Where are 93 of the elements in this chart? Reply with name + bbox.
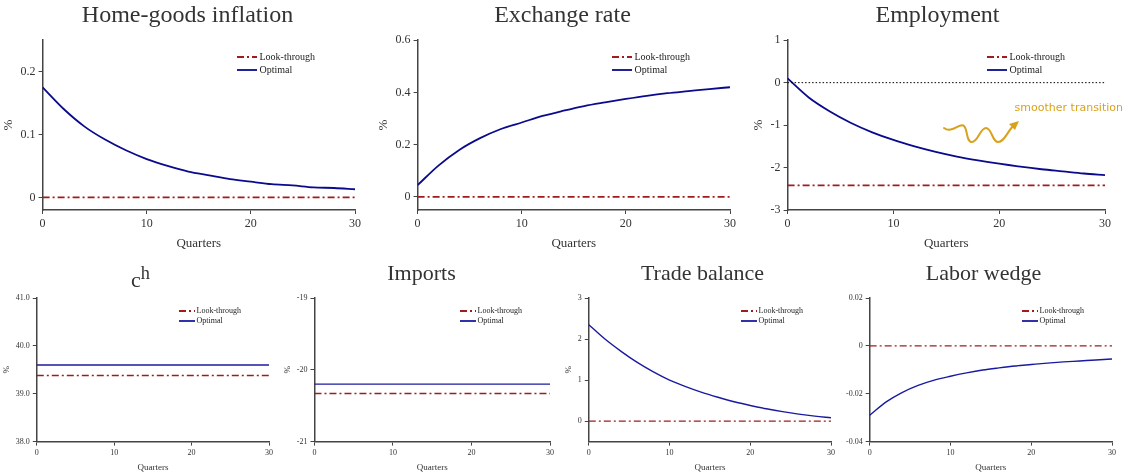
- x-tick-label: 10: [946, 448, 955, 458]
- x-tick-label: 20: [244, 216, 257, 231]
- x-tick-label: 10: [110, 448, 119, 458]
- chart-title: Imports: [386, 259, 457, 287]
- x-tick-label: 30: [546, 448, 554, 458]
- x-tick-label: 20: [619, 216, 632, 231]
- x-axis-title: Quarters: [137, 461, 169, 472]
- x-axis-title: Quarters: [551, 234, 597, 250]
- y-tick-label: 0: [774, 74, 781, 89]
- x-axis-title: Quarters: [923, 234, 969, 250]
- legend-label: Look-through: [196, 306, 241, 316]
- y-tick-label: 0.1: [20, 126, 36, 141]
- y-tick-label: -2: [770, 159, 781, 174]
- chart-title: Employment: [874, 0, 1001, 29]
- x-tick-label: 0: [586, 448, 591, 458]
- y-axis-title: %: [562, 365, 573, 374]
- x-tick-label: 0: [39, 216, 46, 231]
- x-tick-label: 10: [665, 448, 674, 458]
- x-axis-title: Quarters: [416, 461, 449, 472]
- line-series: [588, 323, 831, 419]
- y-axis-title: %: [750, 119, 766, 131]
- x-tick-label: 0: [867, 448, 872, 458]
- line-series: [417, 86, 730, 187]
- legend-label: Look-through: [477, 306, 522, 316]
- legend-label: Optimal: [1009, 63, 1043, 77]
- y-axis-title: %: [0, 119, 16, 131]
- y-tick-label: 0.6: [395, 32, 411, 47]
- legend-label: Optimal: [196, 316, 223, 326]
- y-tick-label: 39.0: [15, 388, 30, 398]
- y-tick-label: 3: [577, 293, 582, 303]
- x-axis-title: Quarters: [694, 461, 726, 472]
- x-tick-label: 10: [140, 216, 153, 231]
- chart-title: Trade balance: [639, 259, 766, 287]
- annotation: smoother transition: [1014, 100, 1124, 114]
- chart-title: Home-goods inflation: [80, 0, 295, 29]
- x-tick-label: 10: [515, 216, 528, 231]
- y-tick-label: -0.04: [845, 436, 863, 446]
- y-tick-label: 0: [404, 189, 411, 204]
- legend-label: Optimal: [1039, 316, 1066, 326]
- y-tick-label: -3: [770, 202, 781, 217]
- y-tick-label: -19: [296, 293, 308, 303]
- x-tick-label: 30: [827, 448, 835, 458]
- x-tick-label: 0: [784, 216, 791, 231]
- x-tick-label: 30: [349, 216, 361, 231]
- legend-label: Optimal: [634, 63, 668, 77]
- legend-label: Optimal: [259, 63, 293, 77]
- y-tick-label: 0: [577, 416, 582, 426]
- y-axis-title: %: [0, 365, 11, 374]
- legend-label: Look-through: [259, 50, 315, 64]
- y-tick-label: 0.2: [395, 136, 411, 151]
- x-tick-label: 30: [1099, 216, 1111, 231]
- x-tick-label: 20: [746, 448, 755, 458]
- chart-title: Labor wedge: [924, 259, 1043, 287]
- y-tick-label: 1: [774, 32, 781, 47]
- line-series: [42, 86, 355, 191]
- x-tick-label: 30: [1108, 448, 1116, 458]
- y-tick-label: 0: [29, 189, 36, 204]
- y-tick-label: 41.0: [15, 293, 30, 303]
- y-tick-label: -21: [296, 436, 308, 446]
- legend-label: Look-through: [1009, 50, 1065, 64]
- y-tick-label: 0.2: [20, 63, 36, 78]
- y-axis-title: %: [375, 119, 391, 131]
- y-tick-label: 38.0: [15, 436, 30, 446]
- x-axis-title: Quarters: [975, 461, 1007, 472]
- y-tick-label: -0.02: [845, 388, 863, 398]
- x-tick-label: 30: [265, 448, 273, 458]
- x-axis-title: Quarters: [176, 234, 222, 250]
- legend-label: Optimal: [477, 316, 504, 326]
- x-tick-label: 0: [312, 448, 317, 458]
- x-tick-label: 0: [414, 216, 421, 231]
- y-tick-label: -20: [296, 364, 308, 374]
- y-tick-label: 1: [577, 375, 582, 385]
- x-tick-label: 20: [1027, 448, 1036, 458]
- legend-label: Optimal: [758, 316, 785, 326]
- y-tick-label: 0: [858, 340, 863, 350]
- x-tick-label: 30: [724, 216, 736, 231]
- x-tick-label: 10: [388, 448, 397, 458]
- x-tick-label: 20: [467, 448, 476, 458]
- y-tick-label: 2: [577, 334, 582, 344]
- line-series: [869, 358, 1112, 416]
- y-tick-label: 0.4: [395, 84, 411, 99]
- y-tick-label: -1: [770, 117, 781, 132]
- x-tick-label: 20: [187, 448, 196, 458]
- y-tick-label: 40.0: [15, 340, 30, 350]
- chart-title: c$^{h}$: [130, 262, 151, 293]
- x-tick-label: 20: [993, 216, 1006, 231]
- legend-label: Look-through: [758, 306, 803, 316]
- x-tick-label: 10: [887, 216, 900, 231]
- y-axis-title: %: [281, 365, 292, 374]
- chart-title: Exchange rate: [493, 0, 632, 29]
- legend-label: Look-through: [1039, 306, 1084, 316]
- legend-label: Look-through: [634, 50, 690, 64]
- y-tick-label: 0.02: [848, 293, 863, 303]
